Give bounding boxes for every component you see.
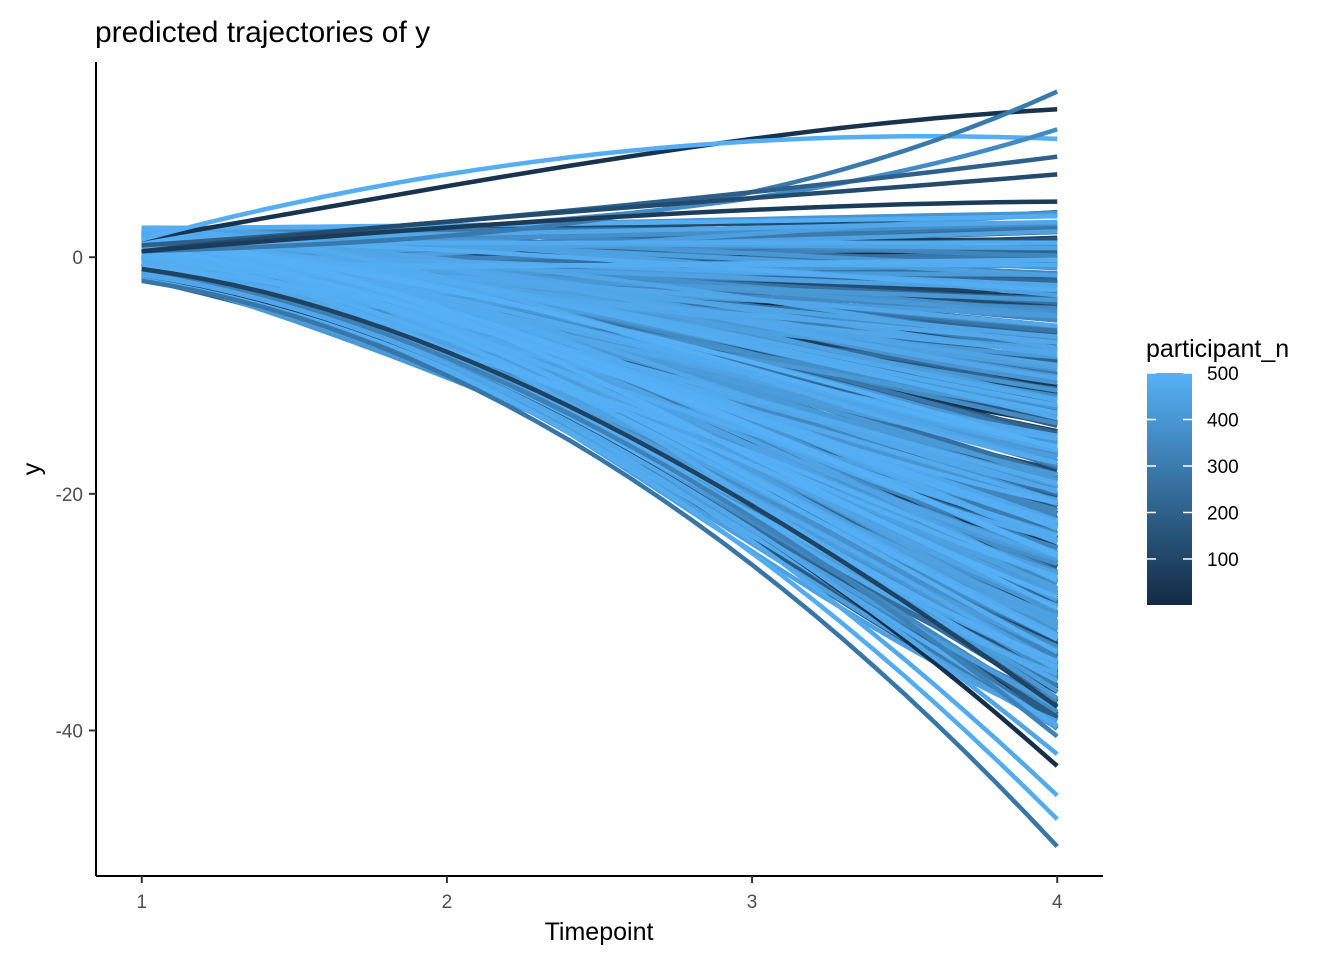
- x-tick-label: 1: [136, 892, 147, 913]
- series-line-highlighted: [141, 272, 1059, 756]
- legend: participant_n 100 200 300 400 500: [1146, 335, 1289, 605]
- x-tick-label: 2: [442, 892, 453, 913]
- series-line-highlighted: [141, 266, 1059, 709]
- series-line-highlighted: [141, 199, 1058, 254]
- series-line: [141, 213, 1058, 231]
- series-line-highlighted: [141, 278, 1059, 848]
- y-tick-label: -20: [56, 485, 83, 506]
- y-axis-title: y: [18, 462, 46, 475]
- legend-colorbar: [1147, 373, 1192, 605]
- x-axis-title: Timepoint: [545, 918, 654, 946]
- series-line: [141, 235, 1059, 556]
- y-axis-ticks: -40 -20 0: [56, 248, 96, 742]
- series-line-highlighted: [141, 107, 1058, 242]
- legend-title: participant_n: [1146, 335, 1289, 363]
- series-line: [141, 236, 1059, 599]
- y-tick-label: -40: [56, 721, 83, 742]
- series-line: [141, 238, 1058, 381]
- legend-tick-label: 100: [1207, 550, 1239, 571]
- legend-tick-label: 200: [1207, 503, 1239, 524]
- legend-tick-label: 300: [1207, 457, 1239, 478]
- series-line-highlighted: [141, 266, 1059, 739]
- legend-tick-label: 400: [1207, 410, 1239, 431]
- legend-ticks: 100 200 300 400 500: [1147, 364, 1239, 571]
- legend-tick-label: 500: [1207, 364, 1239, 385]
- x-tick-label: 4: [1052, 892, 1063, 913]
- series-line-highlighted: [141, 133, 1058, 242]
- series-line: [141, 236, 1058, 293]
- series-line: [141, 272, 1058, 486]
- chart-title: predicted trajectories of y: [95, 16, 430, 49]
- series-lines: [141, 89, 1059, 848]
- series-line: [141, 266, 1058, 506]
- x-tick-label: 3: [747, 892, 758, 913]
- y-tick-label: 0: [72, 248, 83, 269]
- x-axis-ticks: 1 2 3 4: [136, 876, 1063, 913]
- series-line-highlighted: [141, 172, 1058, 254]
